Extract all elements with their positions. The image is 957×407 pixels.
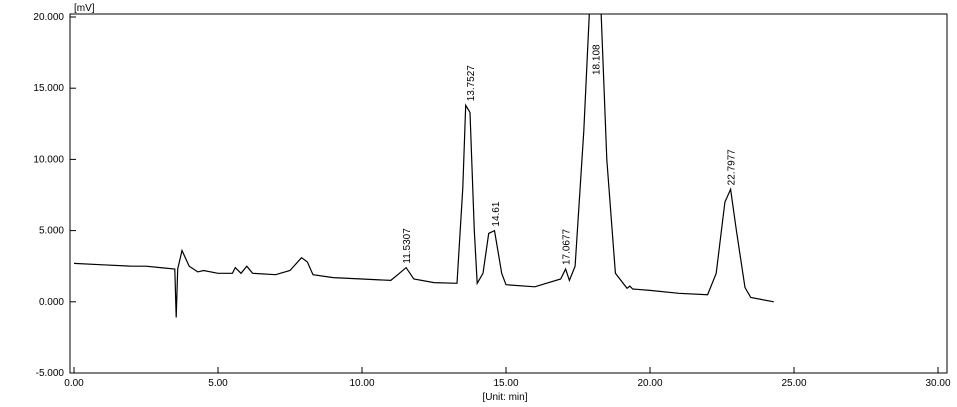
x-tick-label: 20.00 xyxy=(637,378,662,389)
x-tick-label: 5.00 xyxy=(208,378,228,389)
peak-label: 11.5307 xyxy=(402,228,413,264)
y-tick-label: 20.000 xyxy=(33,12,64,23)
x-axis-label: [Unit: min] xyxy=(482,392,527,403)
peak-label: 22.7977 xyxy=(727,149,738,186)
trace-line xyxy=(73,14,774,318)
y-tick-label: -5.000 xyxy=(36,368,65,379)
x-tick-label: 25.00 xyxy=(781,378,806,389)
y-axis-label: [mV] xyxy=(74,3,95,14)
plot-area xyxy=(73,14,774,318)
peak-label: 17.0677 xyxy=(562,228,573,265)
x-tick-label: 15.00 xyxy=(493,378,518,389)
x-tick-label: 10.00 xyxy=(349,378,374,389)
y-tick-label: 10.000 xyxy=(33,154,64,165)
peak-label: 14.61 xyxy=(491,201,502,226)
x-tick-label: 30.00 xyxy=(925,378,950,389)
peak-label: 13.7527 xyxy=(466,65,477,102)
y-tick-label: 5.000 xyxy=(39,226,64,237)
peak-label: 18.108 xyxy=(592,44,603,75)
plot-frame xyxy=(69,13,948,374)
y-tick-label: 15.000 xyxy=(33,83,64,94)
y-tick-label: 0.000 xyxy=(39,297,64,308)
x-tick-label: 0.00 xyxy=(64,378,84,389)
